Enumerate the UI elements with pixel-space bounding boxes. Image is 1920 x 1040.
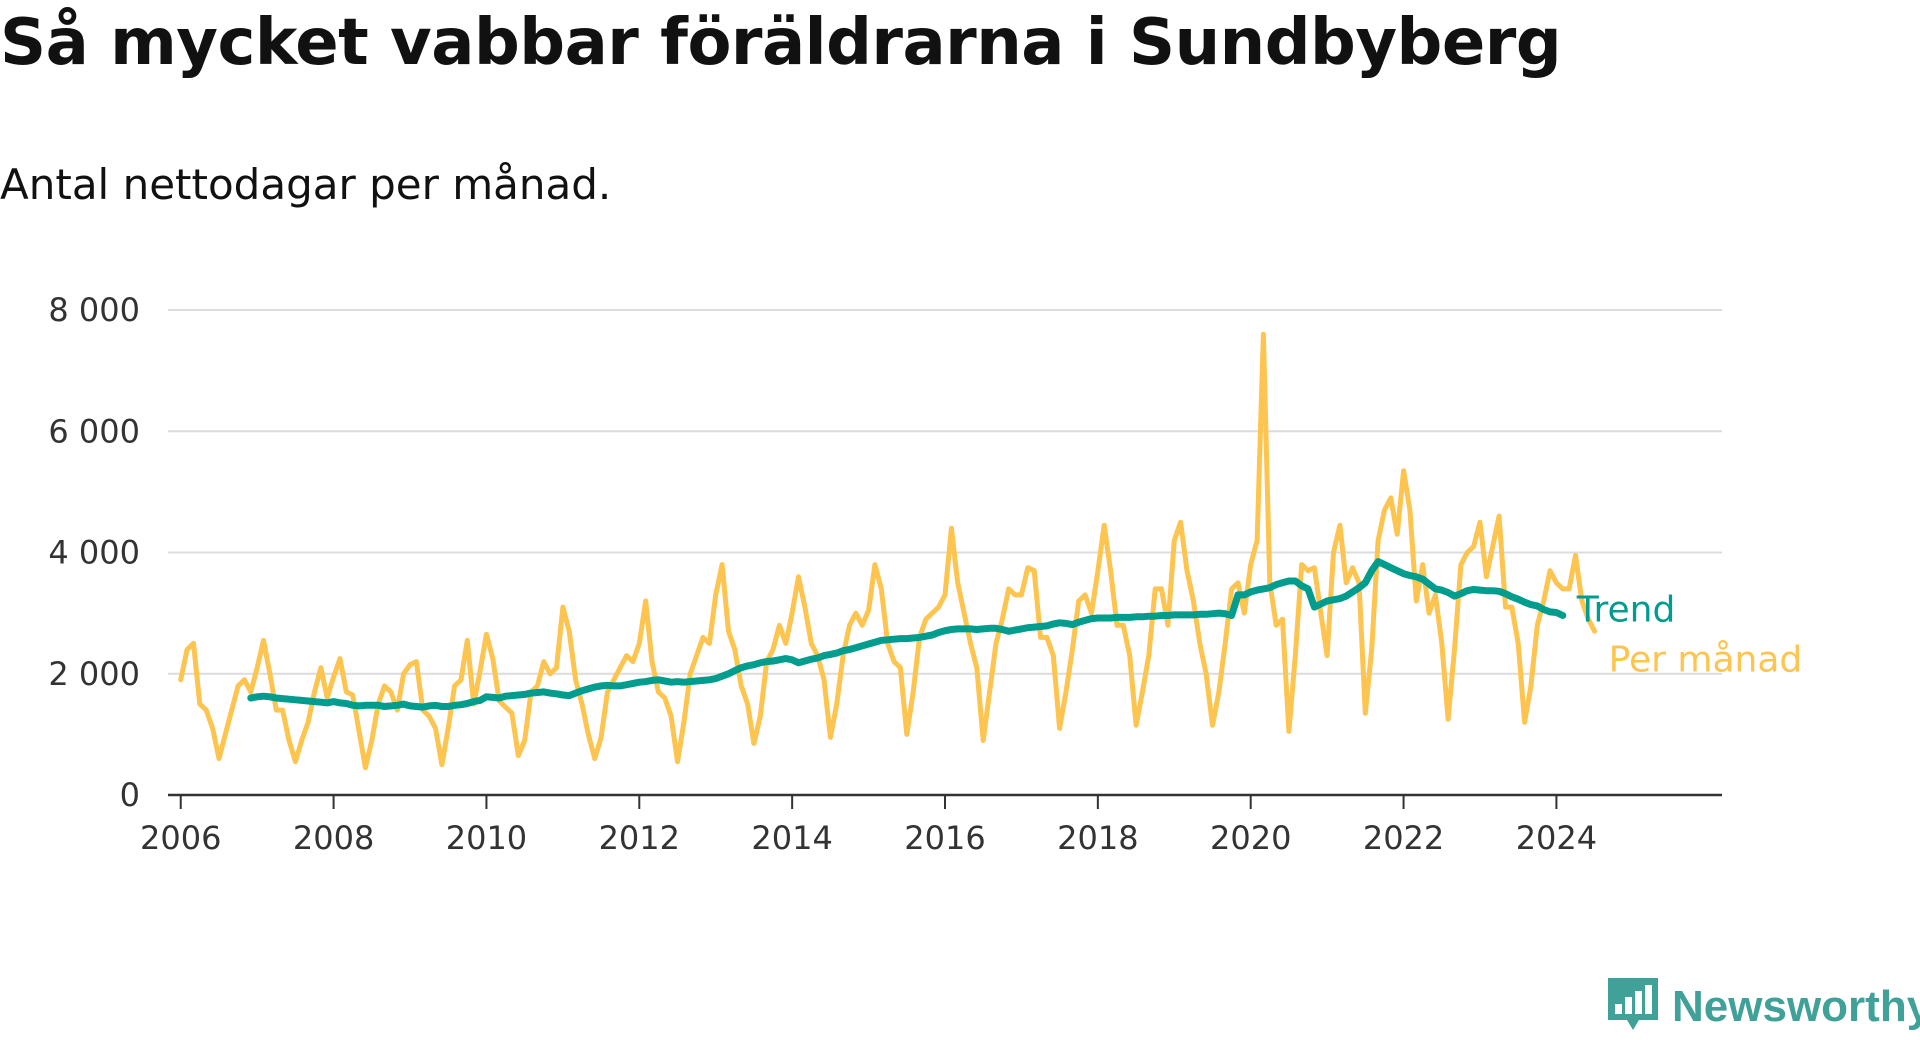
- x-axis-tick-labels: 2006 2008 2010 2012 2014 2016 2018 2020 2022 2024: [140, 819, 1597, 857]
- series-labels: Per månad Trend: [1576, 590, 1803, 681]
- y-tick-label: 6 000: [48, 412, 140, 450]
- y-tick-label: 0: [120, 776, 140, 814]
- newsworthy-bars-icon: [1608, 978, 1658, 1030]
- series-label-per-manad: Per månad: [1609, 639, 1803, 680]
- series-lines: [178, 331, 1598, 771]
- x-tick-label: 2012: [599, 819, 680, 857]
- y-tick-label: 2 000: [48, 655, 140, 693]
- y-axis-tick-labels: 0 2 000 4 000 6 000 8 000: [48, 291, 140, 814]
- x-tick-label: 2010: [446, 819, 527, 857]
- x-tick-label: 2008: [293, 819, 374, 857]
- chart-title: Så mycket vabbar föräldrarna i Sundbyber…: [0, 6, 1562, 80]
- series-line-per-manad: [178, 331, 1598, 771]
- x-tick-label: 2018: [1057, 819, 1138, 857]
- gridlines: [168, 309, 1722, 675]
- series-line-trend: [247, 558, 1567, 711]
- x-tick-label: 2020: [1210, 819, 1291, 857]
- x-tick-label: 2024: [1516, 819, 1597, 857]
- series-label-trend: Trend: [1576, 590, 1676, 631]
- newsworthy-logo: Newsworthy: [1608, 978, 1920, 1036]
- y-tick-label: 4 000: [48, 534, 140, 572]
- brand-name: Newsworthy: [1672, 982, 1920, 1031]
- chart-subtitle: Antal nettodagar per månad.: [0, 160, 612, 209]
- x-tick-label: 2022: [1363, 819, 1444, 857]
- x-tick-label: 2016: [904, 819, 985, 857]
- y-tick-label: 8 000: [48, 291, 140, 329]
- x-tick-label: 2006: [140, 819, 221, 857]
- x-tick-label: 2014: [751, 819, 832, 857]
- x-axis: [168, 793, 1722, 809]
